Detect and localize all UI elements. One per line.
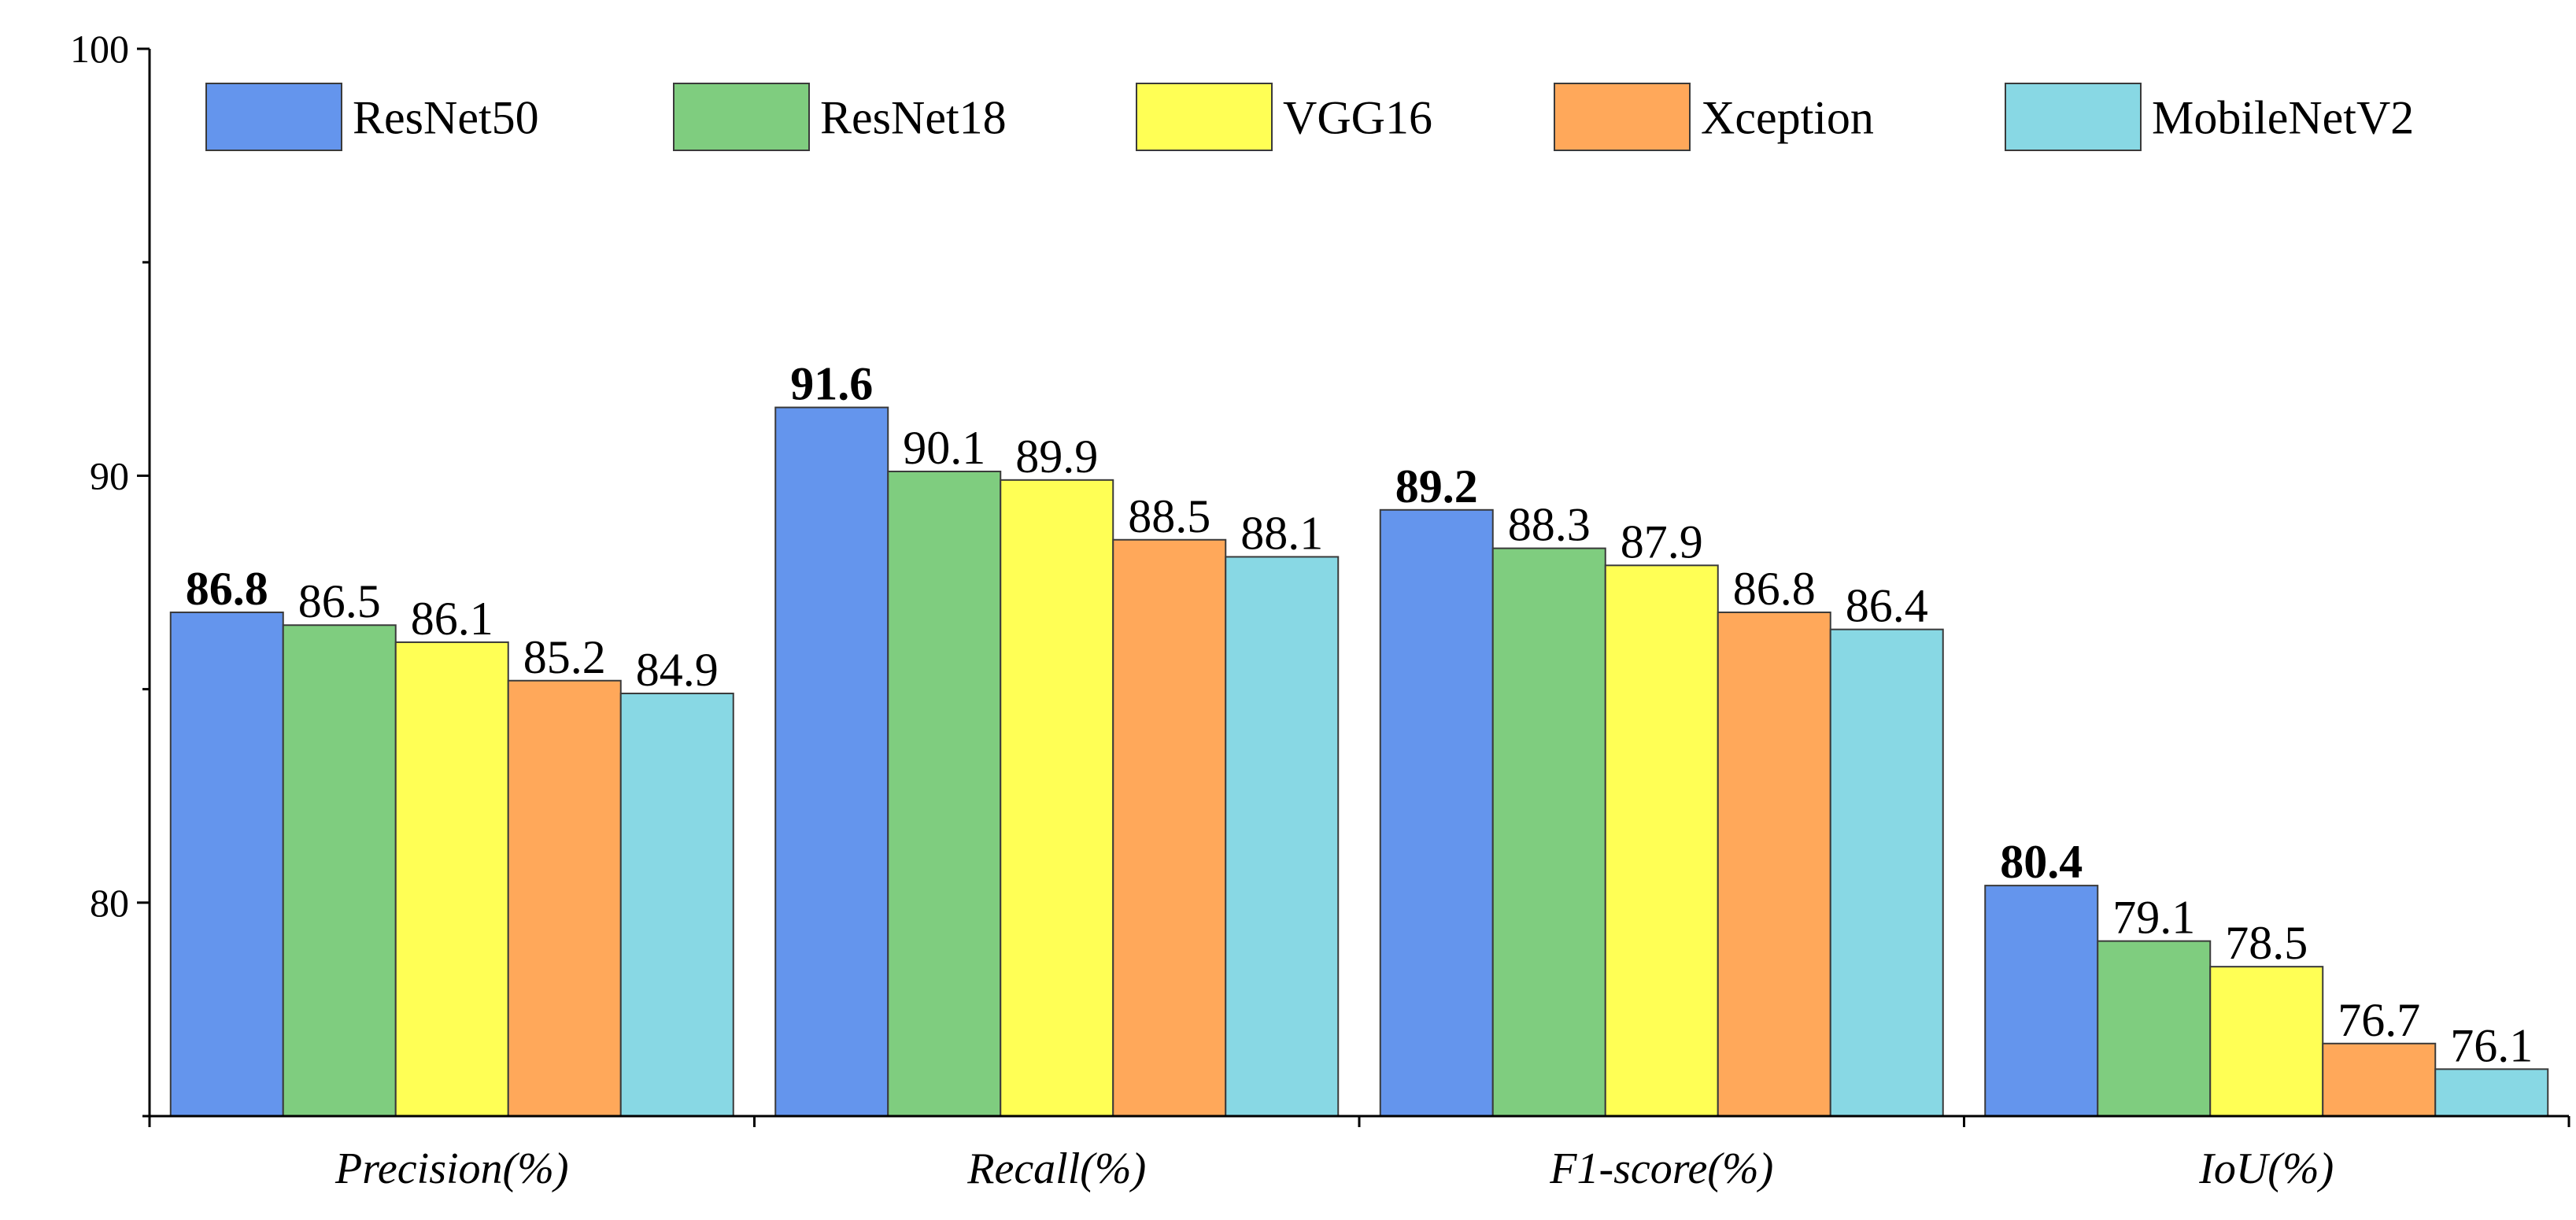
legend-label-resnet50: ResNet50: [353, 92, 539, 144]
x-tick-label-iou: IoU(%): [2198, 1144, 2334, 1193]
bar-resnet18-f1-score: [1491, 547, 1606, 1117]
bar-resnet50-precision: [169, 611, 284, 1117]
y-tick-label-90: 90: [90, 453, 129, 497]
data-label-xception-precision: 85.2: [523, 631, 606, 683]
y-tick-label-80: 80: [90, 881, 129, 925]
data-label-vgg16-recall: 89.9: [1015, 431, 1098, 482]
data-label-resnet50-recall: 91.6: [790, 358, 873, 410]
data-label-mobilenetv2-f1-score: 86.4: [1846, 580, 1928, 632]
bar-xception-precision: [507, 679, 622, 1117]
data-label-resnet18-precision: 86.5: [298, 575, 381, 627]
legend-label-mobilenetv2: MobileNetV2: [2152, 92, 2414, 144]
data-label-xception-iou: 76.7: [2338, 994, 2420, 1046]
bar-xception-iou: [2322, 1042, 2437, 1117]
legend-label-vgg16: VGG16: [1283, 92, 1432, 144]
data-label-xception-recall: 88.5: [1128, 490, 1210, 542]
bar-mobilenetv2-iou: [2434, 1068, 2549, 1118]
x-tick-label-recall: Recall(%): [966, 1144, 1146, 1193]
data-label-vgg16-f1-score: 87.9: [1621, 516, 1703, 567]
bar-vgg16-precision: [394, 641, 509, 1117]
data-label-resnet18-iou: 79.1: [2112, 892, 2195, 944]
bar-mobilenetv2-recall: [1225, 556, 1340, 1117]
data-label-resnet18-f1-score: 88.3: [1508, 499, 1591, 551]
data-label-resnet18-recall: 90.1: [903, 422, 985, 474]
bar-mobilenetv2-precision: [619, 693, 734, 1117]
bars-layer: [169, 406, 2549, 1118]
bar-vgg16-iou: [2209, 966, 2324, 1118]
data-labels-layer: 86.8 86.5 86.1 85.2 84.9 91.6 90.1 89.9 88.5 88.1…: [186, 358, 2533, 1072]
data-label-vgg16-precision: 86.1: [411, 593, 493, 645]
data-label-mobilenetv2-recall: 88.1: [1240, 507, 1323, 559]
data-label-mobilenetv2-precision: 84.9: [636, 644, 719, 696]
bar-resnet50-iou: [1984, 885, 2099, 1117]
data-label-resnet50-precision: 86.8: [186, 563, 268, 615]
axes-layer: 80 90 100 Precision(%) Recall(%) F1-score(%) I…: [70, 27, 2570, 1193]
legend-swatch-xception: [1554, 83, 1691, 151]
data-label-vgg16-iou: 78.5: [2225, 917, 2308, 969]
y-tick-label-100: 100: [70, 27, 129, 71]
bar-resnet18-precision: [282, 624, 397, 1117]
x-tick-label-f1-score: F1-score(%): [1549, 1144, 1773, 1193]
bar-resnet18-recall: [887, 470, 1002, 1117]
legend-swatch-mobilenetv2: [2005, 83, 2142, 151]
data-label-resnet50-f1-score: 89.2: [1395, 460, 1478, 512]
legend-swatch-vgg16: [1136, 83, 1273, 151]
bar-mobilenetv2-f1-score: [1829, 628, 1944, 1117]
data-label-mobilenetv2-iou: 76.1: [2450, 1019, 2533, 1071]
x-tick-label-precision: Precision(%): [334, 1144, 569, 1193]
bar-xception-f1-score: [1717, 611, 1831, 1117]
legend: ResNet50 ResNet18 VGG16 Xception MobileNetV2: [205, 83, 2414, 151]
legend-label-resnet18: ResNet18: [820, 92, 1007, 144]
bar-resnet50-f1-score: [1379, 508, 1494, 1117]
legend-swatch-resnet18: [673, 83, 810, 151]
bar-vgg16-recall: [1000, 479, 1114, 1117]
legend-label-xception: Xception: [1701, 92, 1874, 144]
bar-xception-recall: [1112, 538, 1227, 1117]
data-label-resnet50-iou: 80.4: [2000, 836, 2083, 888]
legend-swatch-resnet50: [205, 83, 342, 151]
bar-resnet50-recall: [774, 406, 889, 1117]
bar-vgg16-f1-score: [1604, 564, 1719, 1117]
bar-resnet18-iou: [2097, 940, 2212, 1117]
data-label-xception-f1-score: 86.8: [1733, 563, 1816, 615]
